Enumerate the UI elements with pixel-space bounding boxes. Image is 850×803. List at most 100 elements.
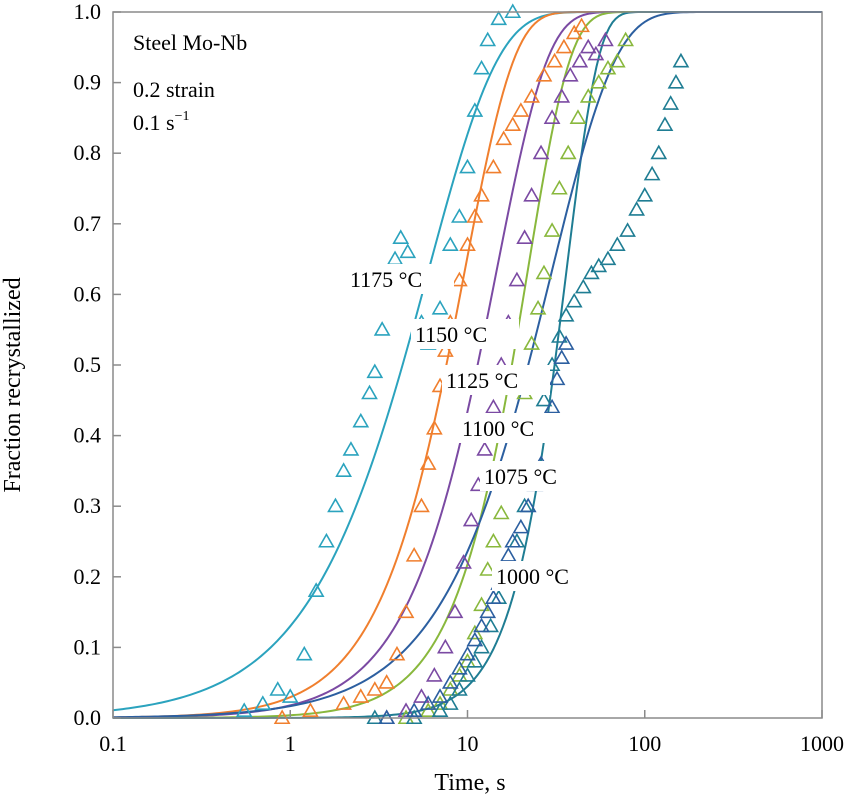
data-point [441, 674, 459, 689]
data-point [378, 709, 396, 725]
data-point [431, 702, 449, 717]
y-tick-label: 0.5 [74, 352, 102, 377]
data-point [473, 596, 490, 612]
data-point [235, 702, 253, 717]
data-point [459, 158, 476, 174]
axis-ticks: 0.00.10.20.30.40.50.60.70.80.91.00.1 1 10 1… [74, 0, 845, 756]
data-point [273, 709, 291, 725]
data-point [599, 59, 617, 75]
data-point [307, 582, 325, 597]
data-point [399, 243, 417, 259]
data-point [335, 695, 352, 710]
series-label: 1175 °C [350, 267, 422, 292]
data-point [473, 59, 490, 75]
data-point [352, 412, 370, 428]
data-point [662, 95, 680, 110]
data-point [466, 102, 484, 117]
data-point [425, 419, 443, 435]
data-point [508, 271, 526, 287]
data-point [553, 349, 571, 364]
data-point [608, 52, 626, 68]
data-point [451, 681, 468, 696]
annotation-strain: 0.2 strain [133, 77, 215, 102]
data-point [579, 38, 597, 54]
data-point [466, 652, 484, 668]
data-point [543, 222, 561, 237]
data-point [342, 441, 360, 456]
data-point [650, 144, 668, 160]
data-point [413, 688, 430, 703]
y-tick-label: 0.4 [74, 423, 102, 448]
data-point [590, 257, 608, 273]
data-point [557, 335, 575, 350]
x-tick-label: 1000 [800, 731, 844, 756]
data-point [451, 667, 468, 682]
data-point [419, 695, 437, 710]
data-point [361, 384, 378, 400]
y-tick-label: 0.3 [74, 493, 102, 518]
annotation-strain-rate-base: 0.1 s [133, 110, 175, 135]
data-point [446, 603, 464, 619]
data-point [466, 631, 484, 647]
data-point [573, 17, 590, 33]
x-axis-title: Time, s [434, 770, 505, 796]
fit-curve [112, 11, 822, 719]
y-tick-label: 0.9 [74, 70, 102, 95]
data-point [519, 497, 537, 513]
series-label-background [458, 413, 566, 443]
data-point [617, 31, 635, 47]
data-point [281, 688, 299, 703]
data-point [352, 688, 370, 703]
series-label: 1150 °C [415, 322, 487, 347]
data-point [373, 321, 391, 336]
data-point [431, 695, 449, 710]
data-point [587, 45, 605, 61]
data-point [571, 52, 589, 68]
data-point [366, 681, 384, 696]
data-point [473, 186, 490, 202]
x-tick-label: 10 [457, 731, 479, 756]
data-point [479, 603, 497, 619]
series-label-background [346, 264, 454, 294]
data-point [553, 88, 571, 103]
y-axis-title: Fraction recrystallized [0, 277, 26, 492]
data-point [451, 659, 468, 675]
y-tick-label: 1.0 [74, 0, 102, 24]
data-point [667, 73, 685, 89]
annotation-strain-rate-exponent: −1 [175, 109, 190, 124]
y-tick-label: 0.0 [74, 705, 102, 730]
x-tick-label: 1 [285, 731, 296, 756]
data-point [495, 130, 513, 146]
y-tick-label: 0.6 [74, 281, 102, 306]
data-point [559, 144, 577, 160]
fit-curve [112, 11, 822, 719]
data-point [551, 179, 568, 195]
data-point [499, 547, 517, 562]
data-point [413, 497, 430, 513]
data-point [555, 38, 573, 54]
data-point [523, 335, 540, 350]
data-markers [235, 3, 690, 725]
data-point [397, 702, 415, 717]
data-point [269, 681, 287, 696]
data-point [574, 278, 592, 294]
data-point [431, 299, 449, 315]
data-point [476, 441, 494, 456]
data-point [504, 532, 522, 548]
data-point [523, 88, 540, 103]
data-point [441, 236, 459, 252]
y-tick-label: 0.8 [74, 140, 102, 165]
data-point [579, 88, 597, 103]
x-tick-label: 0.1 [99, 731, 127, 756]
y-tick-label: 0.2 [74, 564, 102, 589]
data-point [378, 674, 396, 689]
data-point [459, 236, 476, 252]
data-point [532, 144, 550, 160]
data-point [504, 116, 522, 132]
data-point [318, 532, 335, 548]
data-point [543, 398, 561, 414]
data-point [535, 66, 553, 82]
data-point [583, 264, 600, 280]
series-label: 1125 °C [446, 368, 518, 393]
